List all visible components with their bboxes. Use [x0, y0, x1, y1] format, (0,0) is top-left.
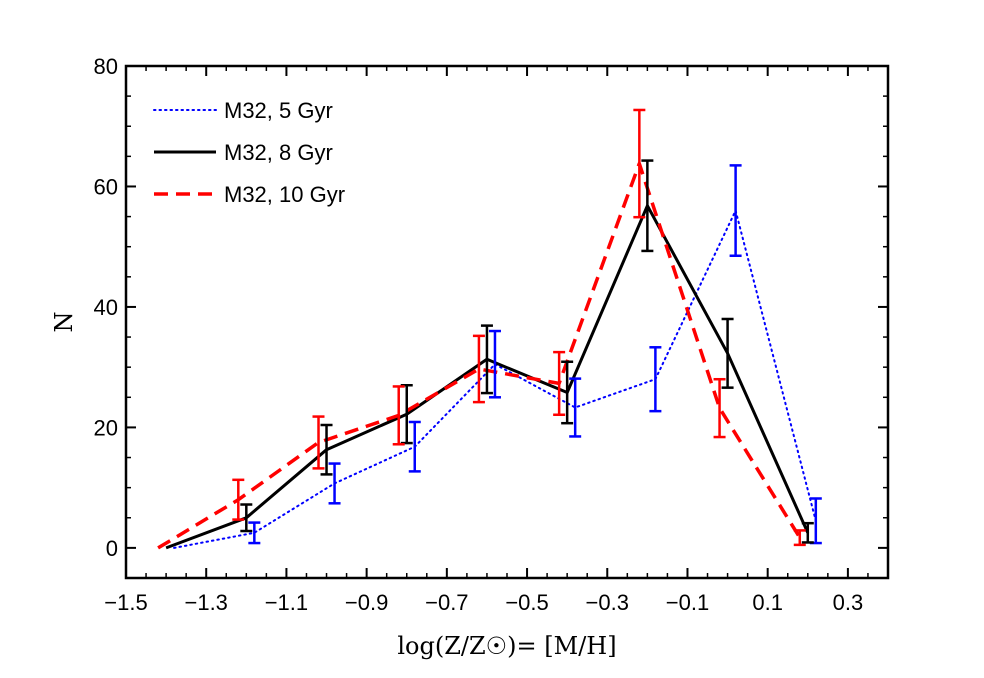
x-tick-label: 0.1 — [752, 590, 783, 615]
x-tick-label: −0.7 — [425, 590, 468, 615]
y-tick-label: 20 — [94, 415, 118, 440]
legend: M32, 5 Gyr M32, 8 Gyr M32, 10 Gyr — [153, 98, 345, 207]
x-tick-label: −1.3 — [184, 590, 227, 615]
legend-label: M32, 8 Gyr — [224, 140, 333, 165]
x-axis-title: log(Z/Z☉)= [M/H] — [397, 632, 616, 660]
tick-labels-layer: −1.5 −1.3 −1.1 −0.9 −0.7 −0.5 −0.3 −0.1 0.1 0.3 0 2… — [94, 54, 864, 615]
plot-frame — [124, 64, 890, 580]
y-axis-title: N — [50, 312, 78, 333]
y-tick-label: 40 — [94, 295, 118, 320]
y-tick-label: 0 — [106, 536, 118, 561]
y-tick-label: 80 — [94, 54, 118, 79]
x-tick-label: −0.1 — [666, 590, 709, 615]
x-tick-label: −0.5 — [505, 590, 548, 615]
legend-label: M32, 5 Gyr — [224, 98, 333, 123]
x-tick-label: −0.9 — [345, 590, 388, 615]
errorbar-layer — [232, 108, 822, 547]
x-tick-label: 0.3 — [833, 590, 864, 615]
x-tick-label: −1.5 — [104, 590, 147, 615]
x-tick-label: −1.1 — [265, 590, 308, 615]
plot-background — [126, 66, 888, 578]
legend-label: M32, 10 Gyr — [224, 182, 345, 207]
y-tick-label: 60 — [94, 174, 118, 199]
x-tick-label: −0.3 — [586, 590, 629, 615]
